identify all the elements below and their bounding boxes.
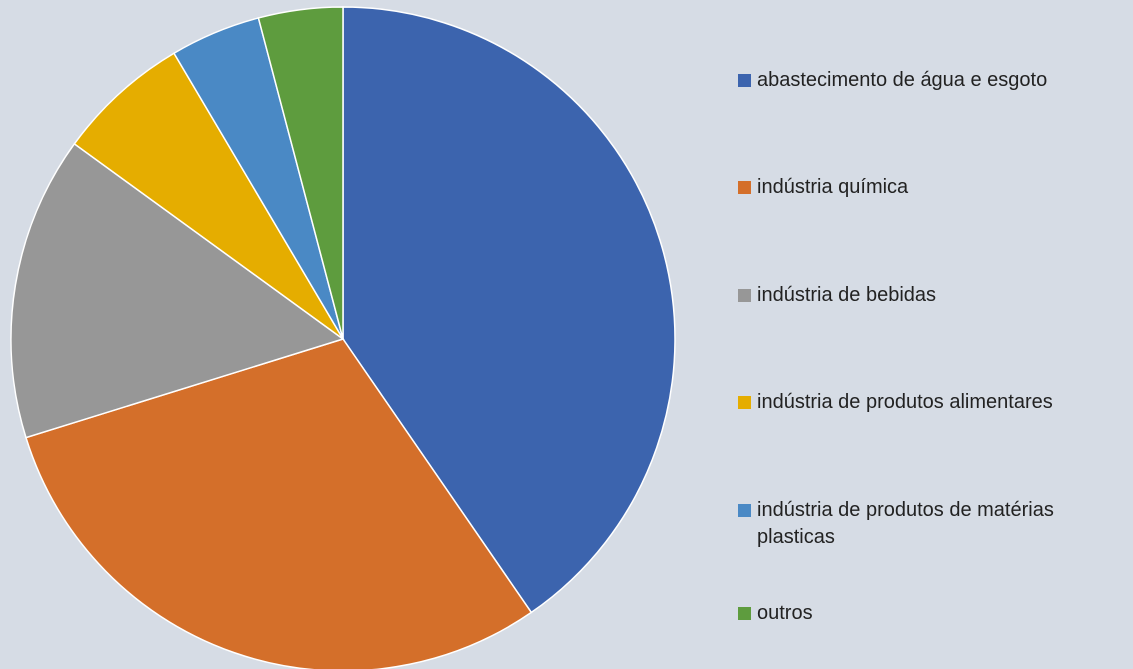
pie-slice — [257, 6, 344, 340]
legend-label: indústria química — [757, 176, 909, 198]
pie-slice — [25, 338, 533, 669]
legend-swatch — [738, 504, 751, 517]
legend-swatch — [738, 607, 751, 620]
pie-slice — [10, 142, 345, 439]
legend-label: outros — [757, 602, 813, 624]
pie-slice — [342, 6, 676, 614]
legend-label: abastecimento de água e esgoto — [757, 69, 1048, 91]
legend: abastecimento de água e esgoto indústria … — [738, 0, 1130, 669]
legend-item: indústria química — [738, 174, 1130, 201]
legend-swatch — [738, 181, 751, 194]
legend-swatch — [738, 396, 751, 409]
pie-slice — [73, 52, 344, 340]
legend-label: indústria de produtos alimentares — [757, 391, 1053, 413]
legend-item: outros — [738, 600, 1130, 627]
legend-item: indústria de bebidas — [738, 282, 1130, 309]
legend-swatch — [738, 74, 751, 87]
legend-item: indústria de produtos alimentares — [738, 389, 1130, 416]
pie-chart — [10, 6, 676, 669]
legend-swatch — [738, 289, 751, 302]
legend-label: indústria de bebidas — [757, 284, 937, 306]
legend-item: indústria de produtos de matérias plasti… — [738, 497, 1130, 551]
legend-item: abastecimento de água e esgoto — [738, 67, 1130, 94]
legend-label: indústria de produtos de matérias plasti… — [757, 499, 1054, 548]
